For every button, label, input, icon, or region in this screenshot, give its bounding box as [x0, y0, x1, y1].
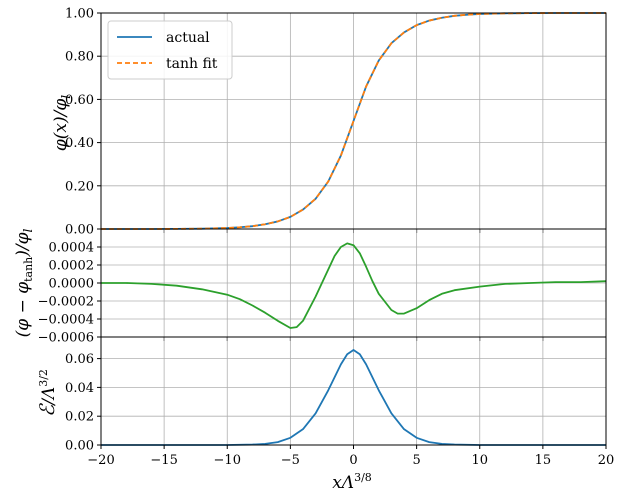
y-tick-label-2-2: 0.04	[65, 381, 94, 396]
series-line-2-0	[101, 349, 606, 446]
x-tick-label-7: 15	[535, 453, 552, 468]
y-tick-label-2-0: 0.00	[65, 439, 94, 454]
x-tick-label-0: −20	[87, 453, 114, 468]
x-tick-label-6: 10	[471, 453, 488, 468]
legend: actual tanh fit	[107, 20, 233, 80]
x-tick-label-5: 5	[412, 453, 420, 468]
y-tick-label-2-1: 0.02	[65, 410, 94, 425]
y-tick-label-1-4: 0.0002	[49, 259, 95, 274]
ylabel-top: φ(x)/φl	[51, 95, 73, 151]
legend-label-actual: actual	[166, 30, 210, 46]
y-tick-label-0-5: 1.00	[65, 7, 94, 22]
x-tick-label-1: −15	[150, 453, 177, 468]
ylabel-middle: (φ − φtanh)/φl	[13, 228, 35, 337]
series-line-1-0	[101, 242, 607, 329]
ylabel-bottom: ℰ/Λ3/2	[35, 369, 59, 417]
y-tick-label-1-2: −0.0002	[38, 295, 94, 310]
x-tick-label-3: −5	[281, 453, 300, 468]
y-tick-label-1-1: −0.0004	[38, 313, 94, 328]
y-tick-label-0-0: 0.00	[65, 223, 94, 238]
x-tick-label-2: −10	[214, 453, 241, 468]
legend-box	[107, 20, 233, 80]
y-tick-label-1-3: 0.0000	[49, 277, 95, 292]
legend-label-tanh-fit: tanh fit	[166, 56, 218, 72]
series-line-0-1	[101, 12, 606, 230]
panel-middle-residual: −0.0006 −0.0004 −0.0002 0.0000 0.0002 0.0004	[38, 228, 607, 346]
y-tick-label-0-2: 0.40	[65, 136, 94, 151]
x-tick-label-8: 20	[598, 453, 615, 468]
panel-top-energy-profile: 0.00 0.20 0.40 0.60 0.80 1.00	[65, 7, 607, 238]
y-tick-label-1-5: 0.0004	[49, 241, 95, 256]
xlabel: xΛ3/8	[332, 471, 372, 493]
panel-bottom-energy-density: 0.00 0.02 0.04 0.06 −20 −15 −10 −5 0 5 10 15 20	[65, 336, 615, 468]
y-tick-label-2-3: 0.06	[65, 352, 94, 367]
y-tick-label-0-1: 0.20	[65, 179, 94, 194]
y-tick-label-0-3: 0.60	[65, 93, 94, 108]
y-tick-label-0-4: 0.80	[65, 50, 94, 65]
y-tick-label-1-0: −0.0006	[38, 331, 94, 346]
x-tick-label-4: 0	[349, 453, 357, 468]
